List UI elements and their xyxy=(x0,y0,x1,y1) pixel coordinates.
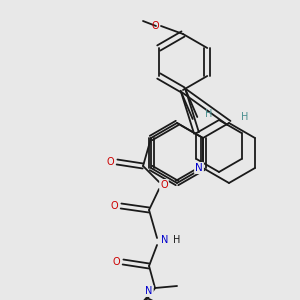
Text: H: H xyxy=(241,112,249,122)
Text: H: H xyxy=(173,235,181,245)
Text: O: O xyxy=(112,257,120,267)
Text: O: O xyxy=(106,157,114,167)
Text: N: N xyxy=(161,235,169,245)
Text: N: N xyxy=(146,286,153,296)
Text: H: H xyxy=(205,109,213,119)
Text: O: O xyxy=(160,180,168,190)
Text: N: N xyxy=(195,163,203,173)
Text: O: O xyxy=(110,201,118,211)
Text: O: O xyxy=(151,21,159,31)
